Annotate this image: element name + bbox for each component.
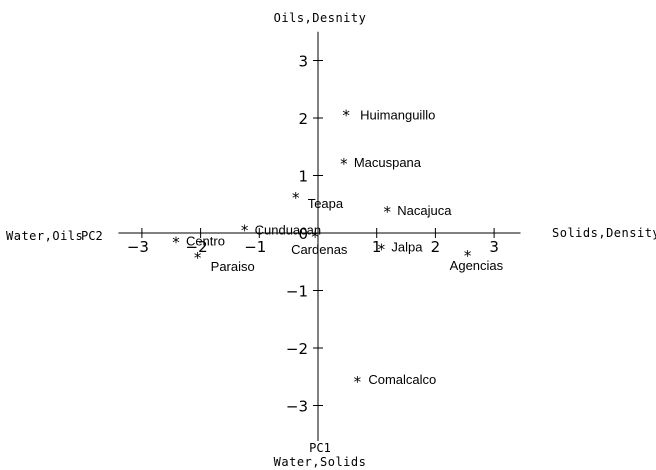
x-tick-label: 3 (489, 238, 499, 256)
x-tick-label: 2 (431, 238, 441, 256)
point-marker: * (464, 247, 472, 265)
direction-label-right: Solids,Density (552, 226, 656, 240)
point-label: Centro (186, 234, 225, 249)
point-label: Jalpa (391, 240, 423, 255)
y-tick-label: 1 (298, 168, 308, 186)
point-label: Teapa (308, 196, 344, 211)
point-label: Nacajuca (397, 203, 452, 218)
ticks: −3 −2 −1 1 2 3 −3 −2 −1 1 2 3 0 (127, 53, 499, 416)
point-marker: * (340, 155, 348, 173)
y-tick-label: 3 (298, 53, 308, 71)
x-axis-title: PC2 (81, 229, 103, 243)
point-marker: * (354, 373, 362, 391)
axes (118, 31, 521, 441)
direction-label-left: Water,Oils (6, 229, 83, 243)
x-tick-label: −1 (244, 238, 266, 256)
x-tick-label: 1 (372, 238, 382, 256)
y-axis-title: PC1 (309, 441, 331, 455)
x-tick-label: −2 (186, 238, 208, 256)
direction-label-top: Oils,Desnity (274, 11, 367, 25)
point-label: Macuspana (354, 155, 422, 170)
point-marker: * (342, 107, 350, 125)
point-label: Comalcalco (368, 372, 436, 387)
origin-label: 0 (298, 225, 308, 243)
point-label: Agencias (450, 258, 504, 273)
y-tick-label: 2 (298, 110, 308, 128)
y-tick-label: −2 (286, 340, 308, 358)
y-tick-label: −1 (286, 283, 308, 301)
x-tick-label: −3 (127, 238, 149, 256)
direction-label-bottom: Water,Solids (274, 455, 367, 469)
y-tick-label: −3 (286, 398, 308, 416)
point-label: Huimanguillo (360, 108, 435, 123)
point-label: Cardenas (291, 242, 348, 257)
point-label: Paraiso (211, 259, 255, 274)
point-marker: * (311, 228, 319, 246)
point-marker: * (292, 189, 300, 207)
point-marker: * (194, 249, 202, 267)
points: * Huimanguillo* Macuspana* Teapa * Nacajuca* C… (172, 107, 503, 391)
point-label: Cunduacan (255, 223, 322, 238)
point-marker: * (384, 203, 392, 221)
point-marker: * (172, 234, 180, 252)
point-marker: * (241, 222, 249, 240)
point-marker: * (378, 241, 386, 259)
